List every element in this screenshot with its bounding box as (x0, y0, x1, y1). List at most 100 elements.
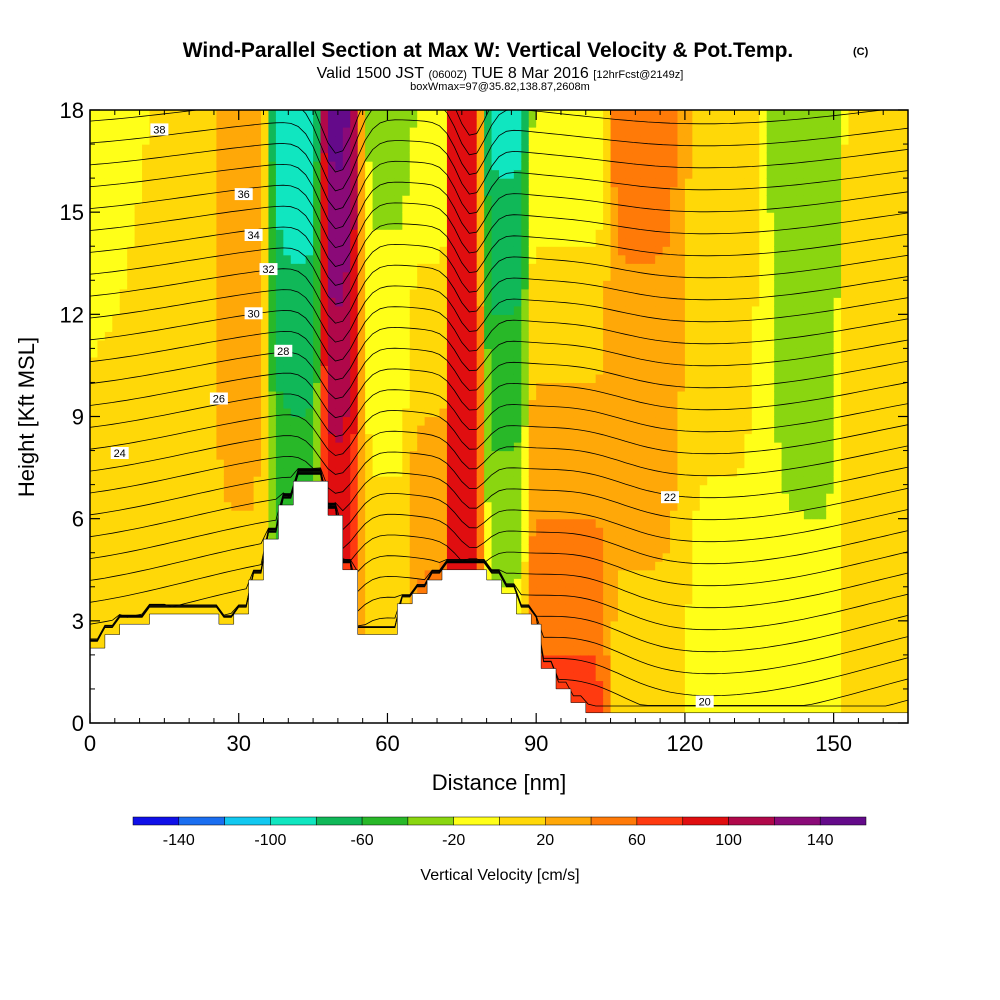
velocity-cell (491, 169, 500, 179)
velocity-cell (365, 561, 374, 571)
velocity-cell (298, 442, 307, 452)
velocity-cell (171, 467, 180, 477)
velocity-cell (424, 280, 433, 290)
velocity-cell (261, 305, 270, 315)
velocity-cell (320, 144, 329, 154)
velocity-cell (454, 527, 463, 537)
velocity-cell (484, 501, 493, 511)
velocity-cell (283, 322, 292, 332)
velocity-cell (223, 280, 232, 290)
velocity-cell (446, 518, 455, 528)
velocity-cell (231, 390, 240, 401)
velocity-cell (156, 263, 165, 273)
velocity-cell (424, 373, 433, 384)
velocity-cell (179, 390, 188, 401)
velocity-cell (253, 178, 262, 188)
velocity-cell (335, 186, 344, 196)
velocity-cell (134, 322, 143, 332)
velocity-cell (298, 425, 307, 435)
velocity-cell (171, 527, 180, 537)
velocity-cell (432, 569, 441, 579)
velocity-cell (357, 271, 366, 281)
velocity-cell (253, 493, 262, 503)
velocity-cell (506, 416, 515, 426)
velocity-cell (365, 203, 374, 213)
velocity-cell (298, 314, 307, 324)
velocity-cell (432, 263, 441, 273)
velocity-cell (238, 178, 247, 188)
velocity-cell (156, 433, 165, 443)
velocity-cell (380, 442, 389, 452)
velocity-cell (156, 186, 165, 196)
velocity-cell (573, 280, 582, 290)
velocity-cell (580, 305, 589, 315)
velocity-cell (208, 288, 218, 298)
velocity-cell (97, 305, 106, 315)
velocity-cell (127, 110, 136, 120)
velocity-cell (543, 663, 552, 673)
velocity-cell (290, 220, 299, 230)
velocity-cell (424, 314, 433, 324)
velocity-cell (171, 425, 180, 435)
velocity-cell (320, 305, 329, 315)
velocity-cell (454, 459, 463, 469)
velocity-cell (223, 510, 232, 520)
velocity-cell (283, 459, 292, 469)
velocity-cell (104, 535, 113, 545)
velocity-cell (595, 399, 604, 409)
velocity-cell (446, 229, 455, 239)
velocity-cell (461, 220, 470, 230)
velocity-cell (268, 161, 277, 171)
velocity-cell (223, 169, 232, 179)
velocity-cell (112, 416, 121, 426)
velocity-cell (208, 237, 218, 247)
velocity-cell (432, 510, 441, 520)
velocity-cell (432, 220, 441, 230)
velocity-cell (603, 561, 612, 571)
velocity-cell (246, 110, 255, 120)
velocity-cell (194, 110, 203, 120)
velocity-cell (156, 416, 165, 426)
velocity-cell (164, 169, 173, 179)
velocity-cell (528, 399, 537, 409)
velocity-cell (156, 595, 165, 605)
velocity-cell (387, 212, 396, 222)
velocity-cell (409, 169, 418, 179)
velocity-cell (432, 186, 441, 196)
velocity-cell (454, 390, 463, 401)
velocity-cell (573, 118, 582, 128)
velocity-cell (320, 476, 329, 486)
velocity-cell (506, 169, 515, 179)
velocity-cell (357, 186, 366, 196)
velocity-cell (283, 271, 292, 281)
velocity-cell (461, 510, 470, 520)
velocity-cell (231, 484, 240, 494)
velocity-cell (521, 186, 530, 196)
velocity-cell (499, 220, 508, 230)
velocity-cell (372, 220, 381, 230)
velocity-cell (253, 254, 262, 264)
velocity-cell (543, 476, 552, 486)
velocity-cell (558, 501, 567, 511)
velocity-cell (313, 373, 322, 384)
velocity-cell (372, 322, 381, 332)
velocity-cell (499, 425, 508, 435)
velocity-cell (90, 144, 99, 154)
velocity-cell (424, 118, 433, 128)
velocity-cell (238, 544, 247, 554)
velocity-cell (171, 169, 180, 179)
velocity-cell (290, 459, 299, 469)
valid-utc: (0600Z) (428, 69, 467, 81)
velocity-cell (261, 110, 270, 120)
velocity-cell (432, 425, 441, 435)
velocity-cell (432, 544, 441, 554)
velocity-cell (164, 110, 173, 120)
velocity-cell (90, 152, 99, 162)
velocity-cell (469, 305, 478, 315)
velocity-cell (417, 339, 426, 349)
velocity-cell (231, 399, 240, 409)
velocity-cell (551, 169, 560, 179)
velocity-cell (119, 484, 128, 494)
velocity-cell (186, 425, 195, 435)
velocity-cell (499, 178, 508, 188)
